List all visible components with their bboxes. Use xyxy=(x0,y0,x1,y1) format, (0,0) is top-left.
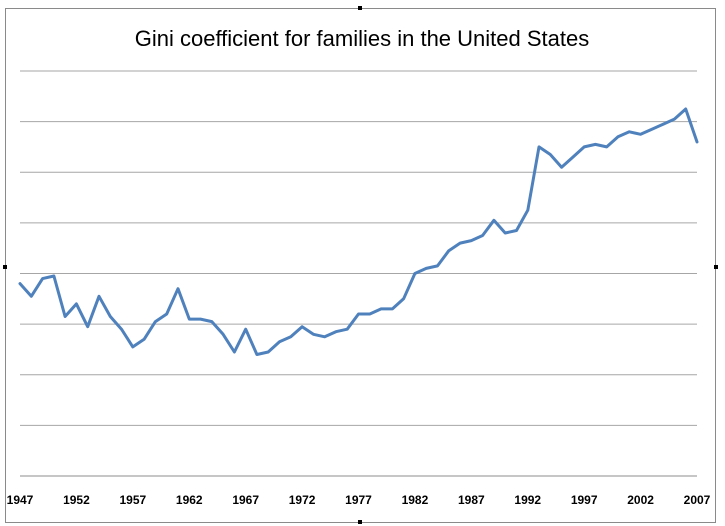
gridlines xyxy=(20,70,697,477)
x-tick-label: 1957 xyxy=(119,493,146,507)
data-points xyxy=(19,108,698,355)
x-tick-label: 1977 xyxy=(345,493,372,507)
series-line xyxy=(18,107,699,356)
x-tick-label: 1947 xyxy=(7,493,34,507)
chart-title: Gini coefficient for families in the Uni… xyxy=(135,26,589,51)
chart-frame xyxy=(5,8,716,523)
x-axis-ticks: 1947 1952 1957 1962 1967 1972 1977 1982 1987 1992… xyxy=(7,493,711,507)
x-tick-label: 1967 xyxy=(232,493,259,507)
x-tick-label: 2002 xyxy=(627,493,654,507)
x-tick-label: 1987 xyxy=(458,493,485,507)
x-tick-label: 1952 xyxy=(63,493,90,507)
x-tick-label: 1962 xyxy=(176,493,203,507)
resize-handle-left[interactable] xyxy=(3,265,7,269)
x-tick-label: 1972 xyxy=(289,493,316,507)
x-tick-label: 1982 xyxy=(402,493,429,507)
x-tick-label: 1992 xyxy=(514,493,541,507)
x-tick-label: 2007 xyxy=(684,493,711,507)
resize-handle-top[interactable] xyxy=(358,6,362,10)
x-tick-label: 1997 xyxy=(571,493,598,507)
resize-handle-bottom[interactable] xyxy=(358,520,362,524)
resize-handle-right[interactable] xyxy=(714,265,718,269)
